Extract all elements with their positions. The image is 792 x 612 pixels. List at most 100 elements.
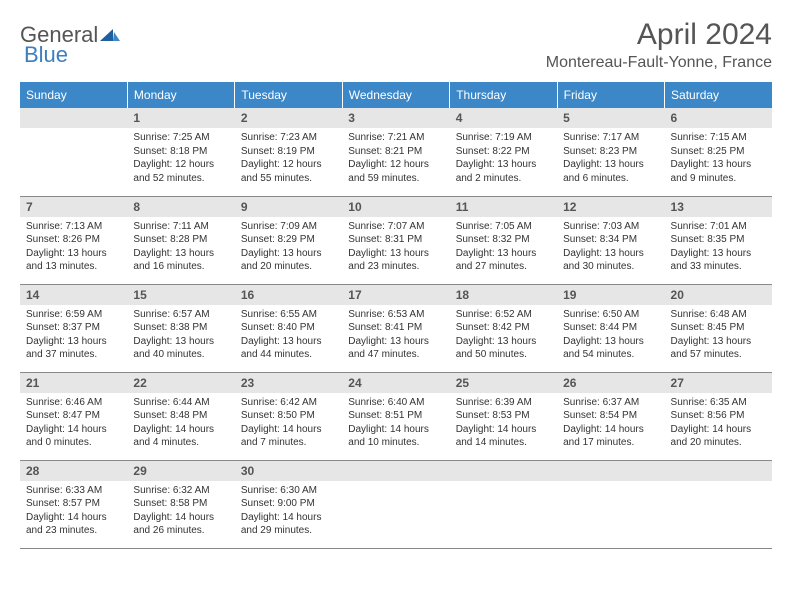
day-number-bar: 26 bbox=[557, 373, 664, 393]
calendar-day-cell: 17Sunrise: 6:53 AMSunset: 8:41 PMDayligh… bbox=[342, 284, 449, 372]
sunrise-text: Sunrise: 6:33 AM bbox=[26, 484, 121, 498]
calendar-day-cell: 16Sunrise: 6:55 AMSunset: 8:40 PMDayligh… bbox=[235, 284, 342, 372]
day-content: Sunrise: 6:59 AMSunset: 8:37 PMDaylight:… bbox=[20, 305, 127, 366]
daylight-text-2: and 52 minutes. bbox=[133, 172, 228, 186]
sunset-text: Sunset: 8:50 PM bbox=[241, 409, 336, 423]
sunrise-text: Sunrise: 7:21 AM bbox=[348, 131, 443, 145]
calendar-day-cell: 5Sunrise: 7:17 AMSunset: 8:23 PMDaylight… bbox=[557, 108, 664, 196]
day-content: Sunrise: 7:07 AMSunset: 8:31 PMDaylight:… bbox=[342, 217, 449, 278]
column-header: Monday bbox=[127, 82, 234, 108]
sunrise-text: Sunrise: 7:25 AM bbox=[133, 131, 228, 145]
day-content: Sunrise: 6:42 AMSunset: 8:50 PMDaylight:… bbox=[235, 393, 342, 454]
sunset-text: Sunset: 8:23 PM bbox=[563, 145, 658, 159]
sunset-text: Sunset: 8:58 PM bbox=[133, 497, 228, 511]
daylight-text-2: and 20 minutes. bbox=[241, 260, 336, 274]
calendar-day-cell: 22Sunrise: 6:44 AMSunset: 8:48 PMDayligh… bbox=[127, 372, 234, 460]
sunrise-text: Sunrise: 6:57 AM bbox=[133, 308, 228, 322]
calendar-day-cell: 24Sunrise: 6:40 AMSunset: 8:51 PMDayligh… bbox=[342, 372, 449, 460]
day-content: Sunrise: 6:52 AMSunset: 8:42 PMDaylight:… bbox=[450, 305, 557, 366]
day-content: Sunrise: 6:35 AMSunset: 8:56 PMDaylight:… bbox=[665, 393, 772, 454]
day-number-bar bbox=[557, 461, 664, 481]
day-content: Sunrise: 7:17 AMSunset: 8:23 PMDaylight:… bbox=[557, 128, 664, 189]
sunset-text: Sunset: 8:34 PM bbox=[563, 233, 658, 247]
calendar-header-row: SundayMondayTuesdayWednesdayThursdayFrid… bbox=[20, 82, 772, 108]
daylight-text-2: and 23 minutes. bbox=[348, 260, 443, 274]
sunset-text: Sunset: 8:48 PM bbox=[133, 409, 228, 423]
day-number-bar: 15 bbox=[127, 285, 234, 305]
sunrise-text: Sunrise: 7:03 AM bbox=[563, 220, 658, 234]
logo-text-2: Blue bbox=[24, 42, 68, 68]
logo-icon bbox=[100, 26, 120, 44]
sunset-text: Sunset: 8:29 PM bbox=[241, 233, 336, 247]
sunrise-text: Sunrise: 7:13 AM bbox=[26, 220, 121, 234]
day-number-bar: 17 bbox=[342, 285, 449, 305]
day-number-bar: 11 bbox=[450, 197, 557, 217]
sunset-text: Sunset: 8:53 PM bbox=[456, 409, 551, 423]
daylight-text-2: and 59 minutes. bbox=[348, 172, 443, 186]
day-number-bar: 19 bbox=[557, 285, 664, 305]
daylight-text-1: Daylight: 13 hours bbox=[348, 335, 443, 349]
day-content: Sunrise: 6:53 AMSunset: 8:41 PMDaylight:… bbox=[342, 305, 449, 366]
sunset-text: Sunset: 8:18 PM bbox=[133, 145, 228, 159]
day-number-bar bbox=[342, 461, 449, 481]
sunrise-text: Sunrise: 7:09 AM bbox=[241, 220, 336, 234]
sunset-text: Sunset: 8:51 PM bbox=[348, 409, 443, 423]
day-number-bar bbox=[665, 461, 772, 481]
sunrise-text: Sunrise: 6:46 AM bbox=[26, 396, 121, 410]
day-content: Sunrise: 6:39 AMSunset: 8:53 PMDaylight:… bbox=[450, 393, 557, 454]
daylight-text-2: and 55 minutes. bbox=[241, 172, 336, 186]
daylight-text-1: Daylight: 12 hours bbox=[348, 158, 443, 172]
calendar-day-cell bbox=[450, 460, 557, 548]
sunset-text: Sunset: 8:37 PM bbox=[26, 321, 121, 335]
day-number-bar: 9 bbox=[235, 197, 342, 217]
daylight-text-2: and 9 minutes. bbox=[671, 172, 766, 186]
sunrise-text: Sunrise: 7:19 AM bbox=[456, 131, 551, 145]
daylight-text-1: Daylight: 13 hours bbox=[456, 335, 551, 349]
daylight-text-2: and 20 minutes. bbox=[671, 436, 766, 450]
daylight-text-1: Daylight: 14 hours bbox=[133, 423, 228, 437]
calendar-day-cell: 25Sunrise: 6:39 AMSunset: 8:53 PMDayligh… bbox=[450, 372, 557, 460]
day-content: Sunrise: 6:46 AMSunset: 8:47 PMDaylight:… bbox=[20, 393, 127, 454]
day-content: Sunrise: 7:09 AMSunset: 8:29 PMDaylight:… bbox=[235, 217, 342, 278]
sunset-text: Sunset: 8:19 PM bbox=[241, 145, 336, 159]
daylight-text-1: Daylight: 12 hours bbox=[241, 158, 336, 172]
sunrise-text: Sunrise: 6:59 AM bbox=[26, 308, 121, 322]
daylight-text-1: Daylight: 13 hours bbox=[133, 247, 228, 261]
sunset-text: Sunset: 8:25 PM bbox=[671, 145, 766, 159]
daylight-text-2: and 14 minutes. bbox=[456, 436, 551, 450]
sunrise-text: Sunrise: 6:42 AM bbox=[241, 396, 336, 410]
day-content: Sunrise: 6:32 AMSunset: 8:58 PMDaylight:… bbox=[127, 481, 234, 542]
calendar-day-cell bbox=[20, 108, 127, 196]
day-content: Sunrise: 7:23 AMSunset: 8:19 PMDaylight:… bbox=[235, 128, 342, 189]
day-number-bar: 28 bbox=[20, 461, 127, 481]
daylight-text-1: Daylight: 14 hours bbox=[241, 423, 336, 437]
calendar-day-cell: 4Sunrise: 7:19 AMSunset: 8:22 PMDaylight… bbox=[450, 108, 557, 196]
day-number-bar: 3 bbox=[342, 108, 449, 128]
day-content: Sunrise: 7:21 AMSunset: 8:21 PMDaylight:… bbox=[342, 128, 449, 189]
sunrise-text: Sunrise: 7:01 AM bbox=[671, 220, 766, 234]
calendar-day-cell: 14Sunrise: 6:59 AMSunset: 8:37 PMDayligh… bbox=[20, 284, 127, 372]
sunset-text: Sunset: 8:31 PM bbox=[348, 233, 443, 247]
calendar-day-cell: 13Sunrise: 7:01 AMSunset: 8:35 PMDayligh… bbox=[665, 196, 772, 284]
sunrise-text: Sunrise: 6:40 AM bbox=[348, 396, 443, 410]
day-content: Sunrise: 6:30 AMSunset: 9:00 PMDaylight:… bbox=[235, 481, 342, 542]
day-number-bar: 29 bbox=[127, 461, 234, 481]
daylight-text-1: Daylight: 13 hours bbox=[671, 335, 766, 349]
daylight-text-2: and 6 minutes. bbox=[563, 172, 658, 186]
calendar-day-cell: 27Sunrise: 6:35 AMSunset: 8:56 PMDayligh… bbox=[665, 372, 772, 460]
daylight-text-1: Daylight: 14 hours bbox=[133, 511, 228, 525]
calendar-week-row: 1Sunrise: 7:25 AMSunset: 8:18 PMDaylight… bbox=[20, 108, 772, 196]
day-content: Sunrise: 7:05 AMSunset: 8:32 PMDaylight:… bbox=[450, 217, 557, 278]
daylight-text-1: Daylight: 13 hours bbox=[456, 158, 551, 172]
calendar-day-cell: 29Sunrise: 6:32 AMSunset: 8:58 PMDayligh… bbox=[127, 460, 234, 548]
day-number-bar: 21 bbox=[20, 373, 127, 393]
sunset-text: Sunset: 8:42 PM bbox=[456, 321, 551, 335]
sunrise-text: Sunrise: 6:32 AM bbox=[133, 484, 228, 498]
day-content: Sunrise: 7:25 AMSunset: 8:18 PMDaylight:… bbox=[127, 128, 234, 189]
sunset-text: Sunset: 8:44 PM bbox=[563, 321, 658, 335]
calendar-week-row: 21Sunrise: 6:46 AMSunset: 8:47 PMDayligh… bbox=[20, 372, 772, 460]
day-number-bar: 27 bbox=[665, 373, 772, 393]
title-block: April 2024 Montereau-Fault-Yonne, France bbox=[546, 18, 772, 72]
daylight-text-1: Daylight: 13 hours bbox=[456, 247, 551, 261]
day-content: Sunrise: 6:55 AMSunset: 8:40 PMDaylight:… bbox=[235, 305, 342, 366]
